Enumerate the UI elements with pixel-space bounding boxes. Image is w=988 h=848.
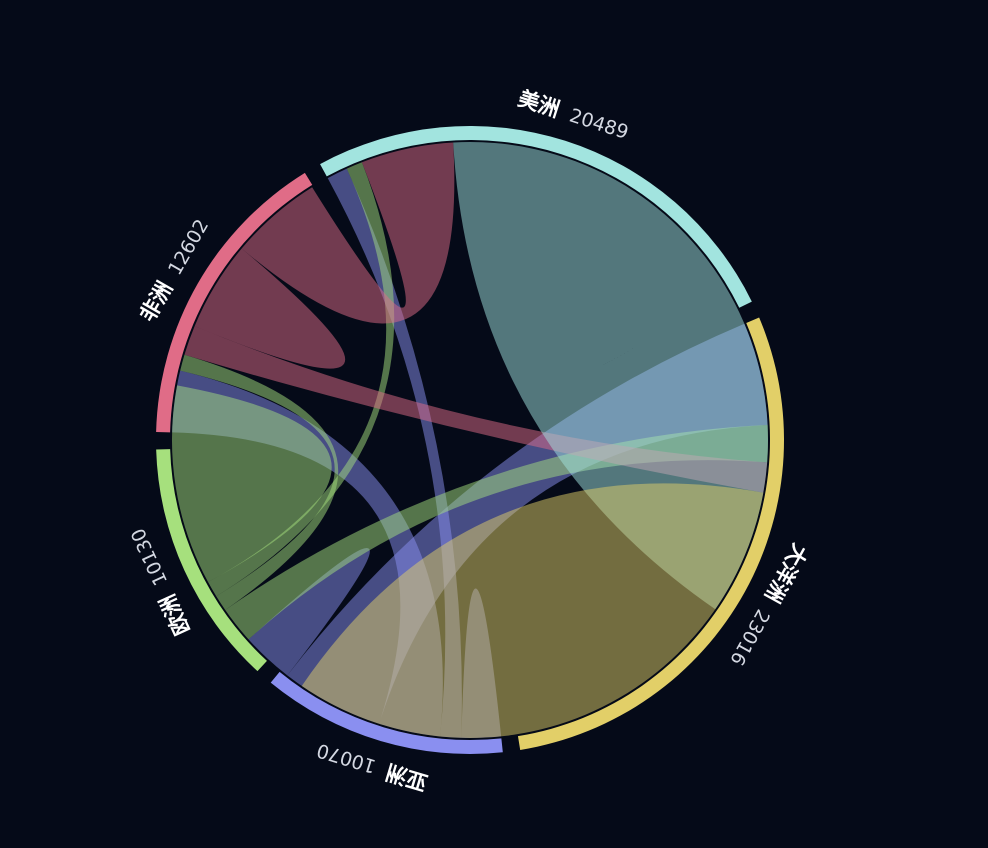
- segment-value-0: 10070: [314, 739, 378, 777]
- ribbon-11: [241, 142, 455, 324]
- ribbons-layer: [172, 141, 769, 739]
- segment-value-4: 23016: [726, 606, 774, 670]
- segment-label-2: 非洲12602: [135, 215, 213, 326]
- segment-value-1: 10130: [127, 525, 172, 589]
- ribbon-8: [172, 385, 332, 583]
- segment-arc-1: [156, 449, 267, 672]
- ribbon-4: [248, 547, 370, 676]
- segment-value-2: 12602: [164, 215, 213, 278]
- segment-name-0: 亚洲: [383, 759, 430, 794]
- ribbon-6: [180, 354, 339, 610]
- segment-name-4: 大洋洲: [760, 540, 811, 607]
- arcs-layer: [156, 126, 785, 754]
- segment-arc-0: [270, 671, 503, 754]
- segment-name-2: 非洲: [135, 277, 177, 325]
- ribbon-7: [208, 162, 395, 597]
- segment-arc-2: [156, 172, 313, 433]
- segment-name-1: 欧洲: [155, 591, 194, 639]
- svg-text:非洲12602: 非洲12602: [135, 215, 213, 326]
- ribbon-10: [194, 248, 346, 369]
- segment-name-3: 美洲: [515, 86, 562, 122]
- ribbon-13: [301, 483, 764, 739]
- segment-value-3: 20489: [567, 104, 631, 143]
